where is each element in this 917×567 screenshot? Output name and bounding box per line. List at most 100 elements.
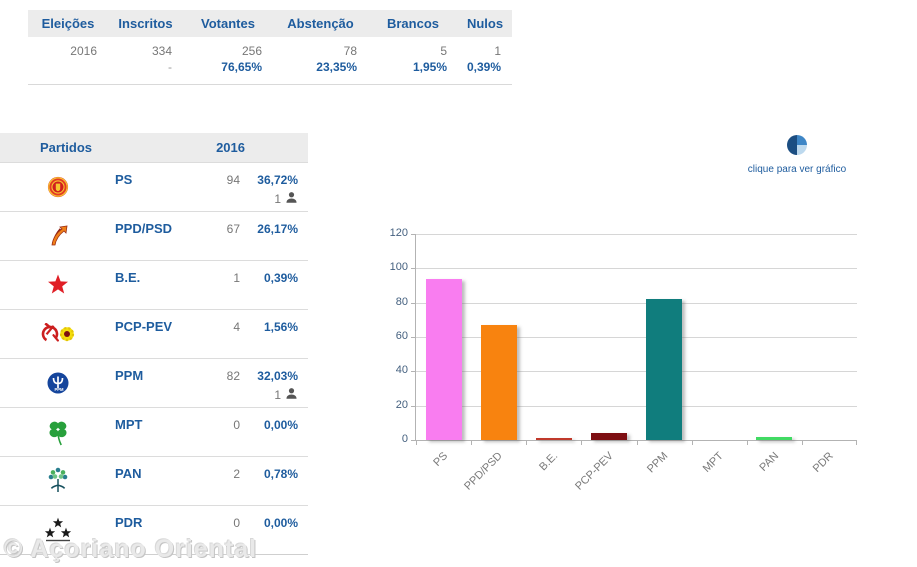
gridline [416,405,857,407]
summary-col-header: Inscritos [118,16,173,31]
ppd-psd-logo [16,212,100,260]
y-tick-label: 40 [395,364,408,377]
summary-col: 256 76,65% [183,43,273,75]
x-axis-label: PPD/PSD [462,450,506,493]
party-percent: 0,39% [263,271,298,285]
y-tick-label: 0 [401,433,408,445]
bar-PAN[interactable] [756,437,793,440]
y-tick-label: 100 [389,261,408,274]
party-votes: 1 [233,271,240,285]
party-row[interactable]: PPD/PSD 67 26,17% [0,211,308,260]
party-row[interactable]: B.E. 1 0,39% [0,260,308,309]
party-name[interactable]: PAN [115,466,142,481]
summary-col: 1 0,39% [458,43,512,75]
mandate-count: 1 [274,192,281,206]
show-chart-link[interactable]: clique para ver gráfico [741,135,853,175]
y-tick [411,234,416,235]
x-tick [416,440,417,445]
bar-PPM[interactable] [646,299,683,440]
summary-value: 1 [494,44,501,58]
parties-header-label: Partidos [40,140,93,155]
party-row[interactable]: PPM PPM 82 32,03% 1 [0,358,308,407]
mpt-logo [16,408,100,456]
party-name[interactable]: PPM [115,368,144,383]
party-votes: 4 [233,320,240,334]
mandate-count: 1 [274,388,281,402]
y-tick [411,302,416,304]
watermark: © Açoriano Oriental [4,535,258,563]
pdr-logo [16,506,100,554]
party-row[interactable]: PCP-PEV 4 1,56% [0,309,308,358]
x-axis-label: B.E. [537,450,561,474]
x-axis-label: PPM [645,450,671,476]
summary-col: 2016 [28,43,108,75]
party-votes: 2 [233,467,240,481]
gridline [416,337,857,338]
bar-PS[interactable] [425,279,462,440]
party-votes: 82 [226,369,240,383]
bar-PCP-PEV[interactable] [590,433,627,440]
gridline [416,268,857,270]
x-axis-label: MPT [700,450,726,475]
person-icon [285,191,298,207]
party-row[interactable]: MPT 0 0,00% [0,407,308,456]
party-name[interactable]: PDR [115,515,143,530]
party-percent: 1,56% [263,320,298,334]
parties-header-year: 2016 [216,140,245,155]
party-votes: 0 [233,516,240,530]
summary-col: 78 23,35% [273,43,368,75]
party-name[interactable]: B.E. [115,270,141,285]
summary-sub-value [28,59,108,75]
y-tick-label: 120 [389,227,408,239]
party-name[interactable]: PS [115,172,133,187]
gridline [416,302,857,304]
party-votes: 94 [226,173,240,187]
party-row[interactable]: PAN 2 0,78% [0,456,308,505]
parties-table-header: Partidos 2016 [0,133,308,162]
show-chart-label[interactable]: clique para ver gráfico [747,164,847,175]
summary-table-header: Eleições Inscritos Votantes Abstenção Branco… [28,10,512,37]
y-tick [411,268,416,270]
party-percent: 0,00% [263,516,298,530]
party-name[interactable]: PPD/PSD [115,221,173,236]
party-row[interactable]: PS 94 36,72% 1 [0,162,308,211]
y-tick [411,405,416,407]
party-percent: 0,78% [263,467,298,481]
party-percent: 0,00% [263,418,298,432]
party-percent: 32,03% [257,369,298,383]
summary-col-header: Nulos [466,16,504,31]
party-name[interactable]: PCP-PEV [115,319,173,334]
summary-col: 5 1,95% [368,43,458,75]
x-tick [856,440,857,445]
results-bar-chart: 0 20 40 60 80 100 120 PS PPD/PSD B.E. PCP-PE… [390,227,857,493]
y-tick-label: 80 [395,295,408,308]
y-tick-label: 60 [395,330,408,342]
x-tick [801,440,803,445]
party-mandates: 1 [210,387,298,403]
be-logo [16,261,100,309]
y-tick [411,440,416,441]
summary-value: 5 [440,44,447,58]
party-name[interactable]: MPT [115,417,143,432]
x-axis-label: PAN [756,450,781,474]
summary-col-header: Votantes [201,16,255,31]
ppm-logo: PPM [16,359,100,407]
gridline [416,234,857,235]
summary-col: 334 - [108,43,183,75]
bar-PPD/PSD[interactable] [480,325,517,440]
bar-B.E.[interactable] [535,438,572,440]
y-tick-label: 20 [395,398,408,411]
summary-table-values: 2016 334 - 256 76,65% 78 23,35% 5 1,95% … [28,37,512,85]
pie-chart-icon[interactable] [787,135,807,159]
person-icon [285,387,298,403]
summary-sub-value: - [168,60,172,74]
party-votes: 0 [233,418,240,432]
party-row[interactable]: PDR 0 0,00% [0,505,308,554]
summary-value: 334 [151,44,172,58]
x-tick [636,440,638,445]
x-tick [581,440,583,445]
summary-sub-value: 23,35% [316,60,357,74]
summary-sub-value: 76,65% [221,60,262,74]
summary-value: 78 [343,44,357,58]
